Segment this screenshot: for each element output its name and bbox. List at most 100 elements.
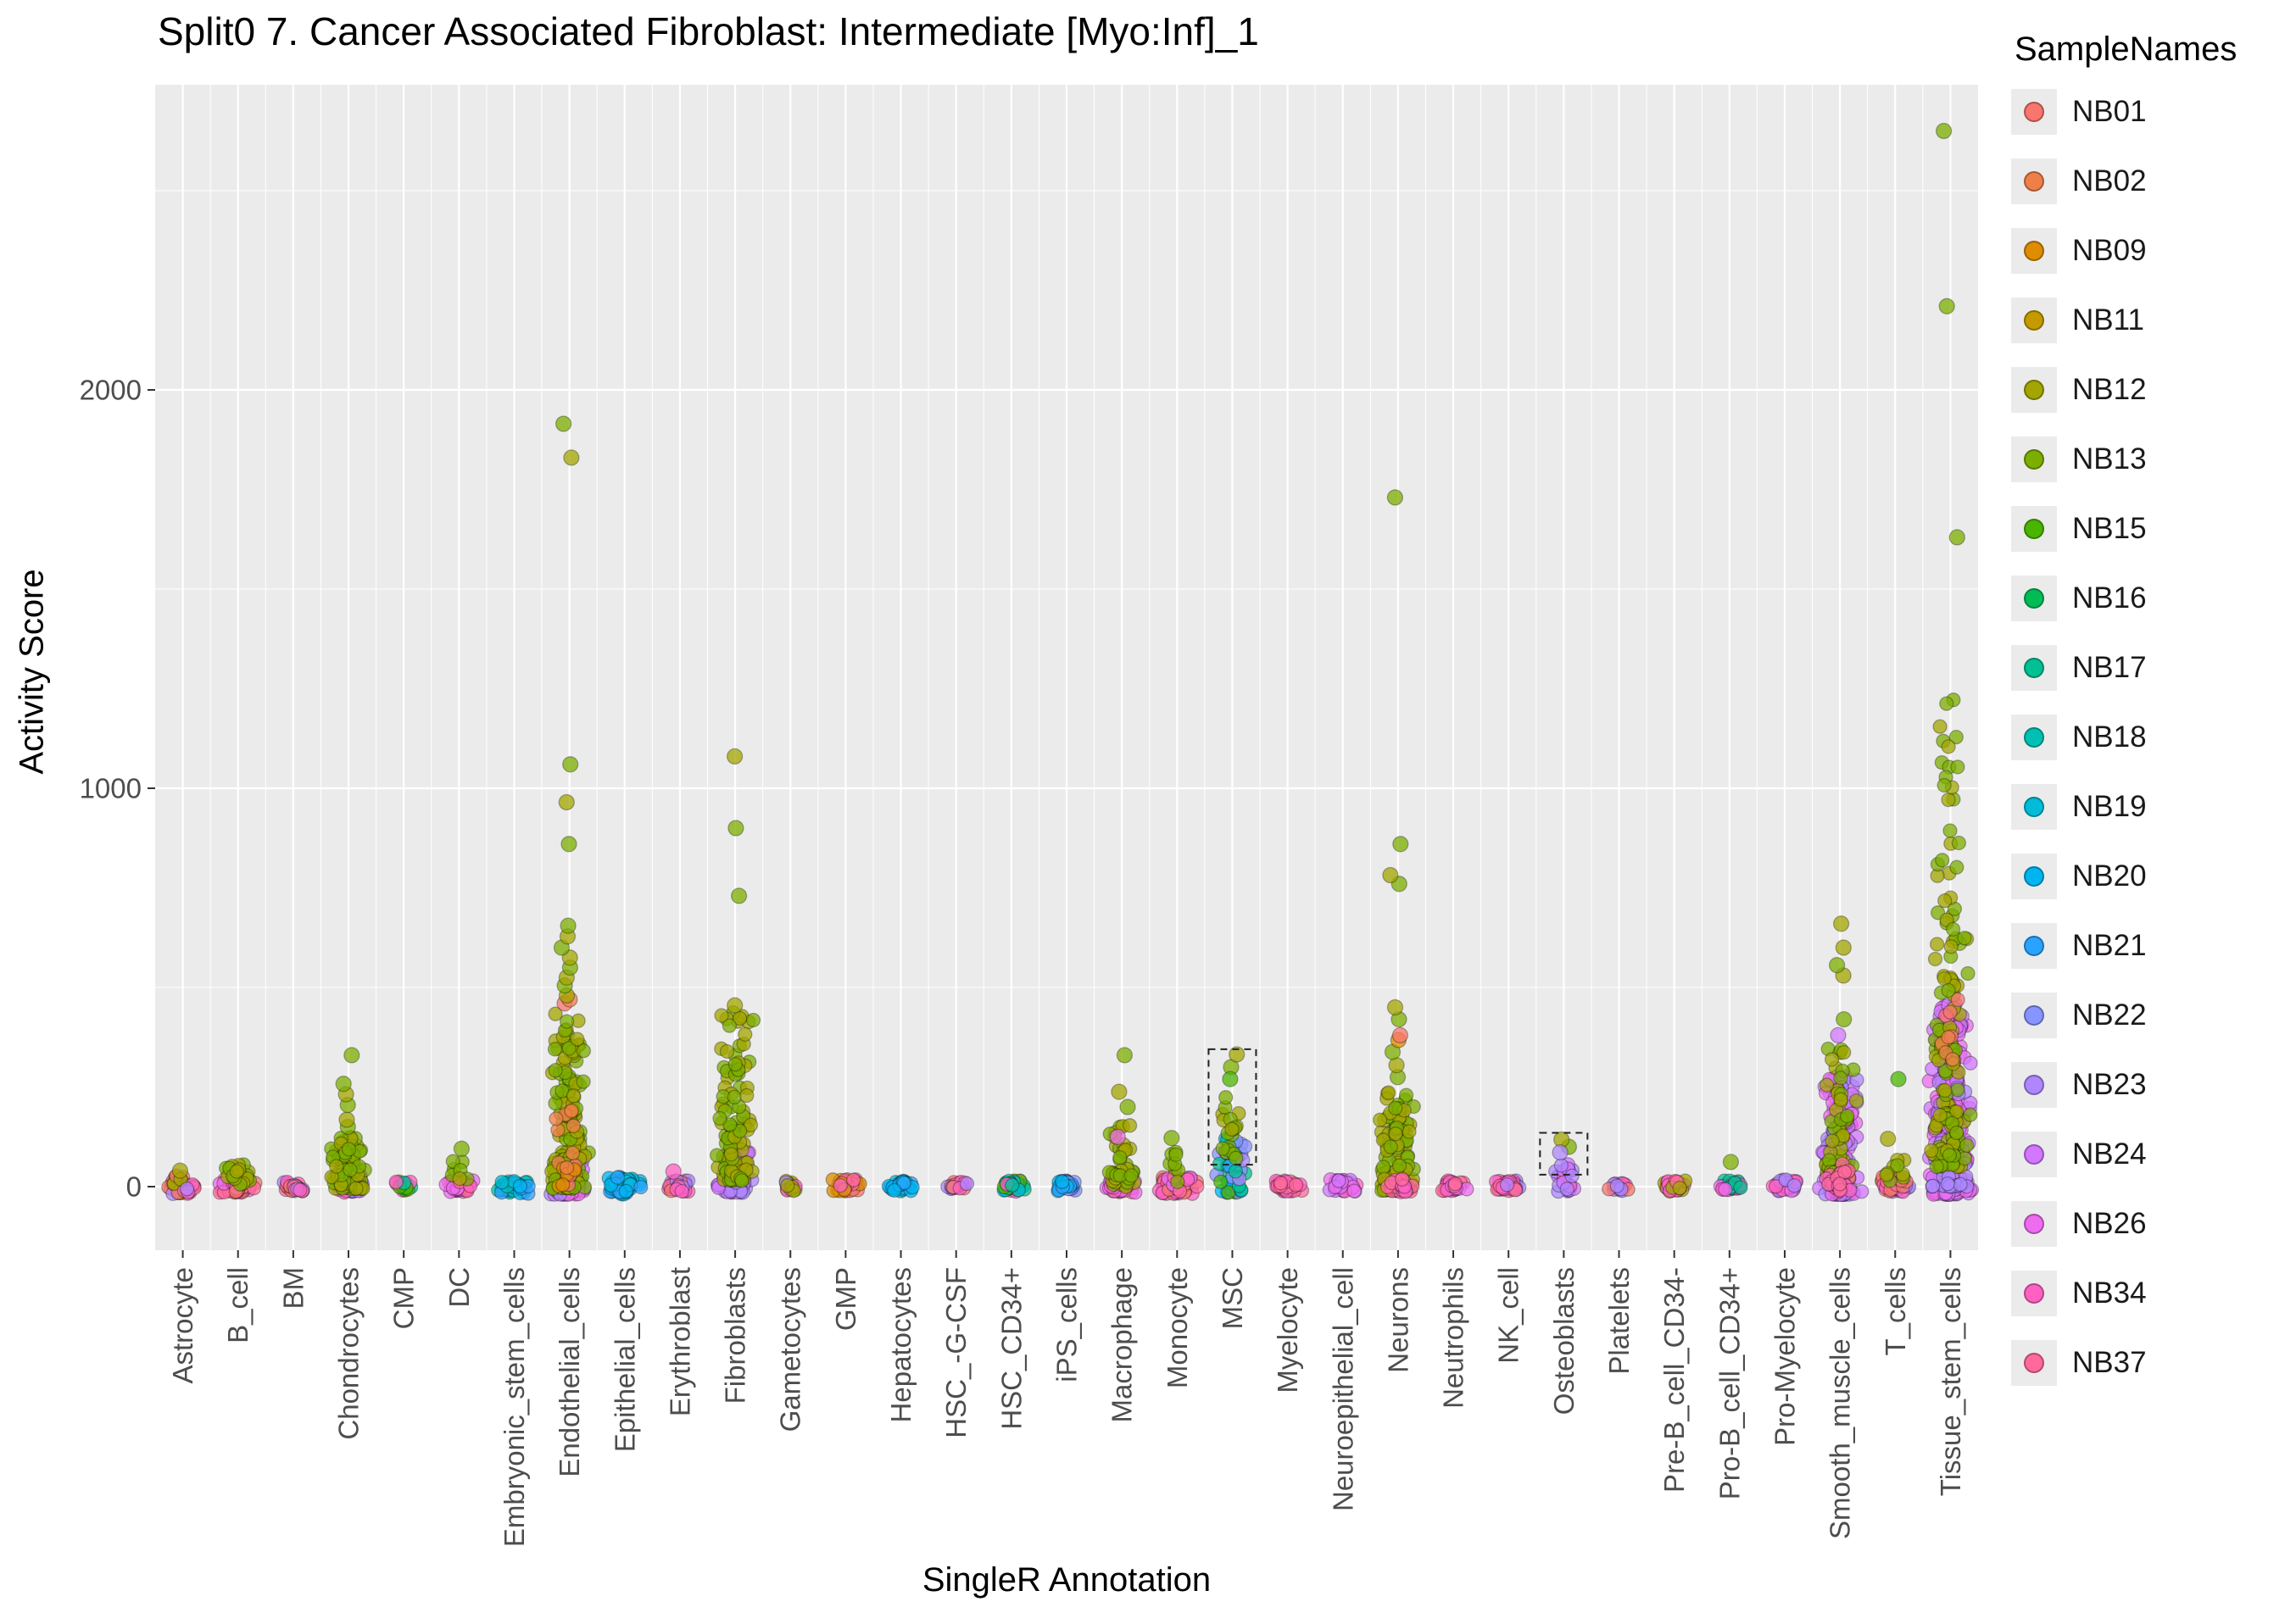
legend-label: NB11 (2072, 303, 2144, 336)
axes: 0 1000 2000 Astrocyte B_cell BM Chondrocytes CM… (80, 375, 1966, 1548)
data-point (887, 1182, 902, 1199)
data-point (1386, 489, 1404, 506)
legend-key (2011, 854, 2057, 899)
data-point (1828, 957, 1846, 974)
data-point (1122, 1118, 1138, 1133)
data-point (1388, 1100, 1403, 1116)
legend-label: NB17 (2072, 651, 2147, 684)
data-point (727, 997, 744, 1014)
x-tick-label: Monocyte (1162, 1267, 1193, 1388)
data-point (723, 1147, 738, 1162)
data-point (1402, 1124, 1417, 1139)
data-point (1381, 1085, 1396, 1100)
legend-item: NB37 (2011, 1338, 2291, 1388)
legend-swatch-icon (2024, 102, 2044, 122)
data-point (1836, 1044, 1852, 1060)
legend-key (2011, 1062, 2057, 1108)
data-point (745, 1012, 761, 1028)
data-point (1927, 951, 1943, 967)
x-tick-label: Epithelial_cells (609, 1267, 640, 1452)
data-point (833, 1177, 848, 1193)
x-tick-label: Neuroepithelial_cell (1327, 1267, 1358, 1511)
data-point (563, 449, 580, 466)
legend-item: NB24 (2011, 1130, 2291, 1179)
legend-key (2011, 784, 2057, 830)
x-tick-label: T_cells (1880, 1267, 1911, 1356)
x-tick-label: Astrocyte (167, 1267, 198, 1384)
x-tick-label: Embryonic_stem_cells (499, 1267, 530, 1547)
data-point (229, 1164, 245, 1179)
x-tick-label: Neurons (1382, 1267, 1413, 1373)
data-point (1939, 696, 1954, 711)
legend-label: NB34 (2072, 1276, 2147, 1310)
data-point (1005, 1177, 1020, 1193)
data-point (1837, 1165, 1853, 1180)
legend-item: NB13 (2011, 435, 2291, 484)
data-point (1935, 122, 1953, 140)
legend-title: SampleNames (2015, 31, 2237, 68)
x-tick-label: NK_cell (1493, 1267, 1524, 1364)
data-point (896, 1176, 911, 1191)
data-point (1924, 1143, 1939, 1159)
x-tick-label: GMP (830, 1267, 861, 1331)
data-point (780, 1178, 795, 1193)
data-point (453, 1140, 471, 1157)
data-point (452, 1171, 467, 1187)
data-point (712, 1110, 727, 1126)
data-point (1288, 1177, 1304, 1193)
data-point (1950, 992, 1965, 1008)
data-point (1945, 1052, 1960, 1067)
data-point (1552, 1143, 1569, 1161)
legend-item: NB34 (2011, 1269, 2291, 1318)
data-point (576, 1074, 591, 1089)
data-point (1768, 1179, 1784, 1194)
y-axis-title: Activity Score (13, 569, 51, 775)
data-point (1215, 1141, 1230, 1156)
data-point (335, 1076, 352, 1093)
data-point (1880, 1130, 1897, 1148)
data-point (1331, 1173, 1346, 1188)
legend-swatch-icon (2024, 519, 2044, 539)
legend-key (2011, 645, 2057, 691)
data-point (1830, 1026, 1847, 1044)
data-point (709, 1148, 725, 1163)
legend-item: NB26 (2011, 1199, 2291, 1249)
x-tick-label: Platelets (1603, 1267, 1635, 1375)
data-point (1733, 1180, 1748, 1195)
legend-item: NB01 (2011, 87, 2291, 136)
legend-label: NB24 (2072, 1137, 2147, 1171)
data-point (343, 1162, 358, 1177)
data-point (559, 1160, 575, 1176)
data-point (1273, 1176, 1289, 1191)
data-point (1941, 1030, 1956, 1045)
data-point (1163, 1130, 1180, 1147)
legend-label: NB20 (2072, 859, 2147, 893)
data-point (555, 1177, 571, 1193)
data-point (719, 1043, 735, 1059)
legend-item: NB21 (2011, 921, 2291, 971)
data-point (1119, 1098, 1136, 1115)
data-point (726, 748, 744, 765)
data-point (1963, 1055, 1978, 1071)
data-point (1116, 1047, 1134, 1064)
data-point (1932, 1108, 1948, 1123)
x-tick-label: Pre-B_cell_CD34- (1658, 1267, 1690, 1493)
data-point (576, 1043, 592, 1059)
legend-swatch-icon (2024, 310, 2044, 331)
y-tick-label: 2000 (80, 375, 142, 406)
data-point (1941, 792, 1956, 808)
data-point (549, 1111, 564, 1126)
data-point (1553, 1158, 1569, 1173)
legend-item: NB16 (2011, 574, 2291, 623)
data-point (1499, 1177, 1515, 1193)
data-point (1786, 1178, 1803, 1193)
data-point (329, 1159, 344, 1174)
data-point (293, 1182, 308, 1198)
data-point (727, 1089, 742, 1105)
legend-item: NB12 (2011, 365, 2291, 414)
x-tick-label: B_cell (222, 1267, 254, 1343)
legend-key (2011, 1201, 2057, 1247)
points-layer (161, 122, 1980, 1203)
data-point (1937, 1082, 1953, 1098)
data-point (1953, 1176, 1968, 1193)
